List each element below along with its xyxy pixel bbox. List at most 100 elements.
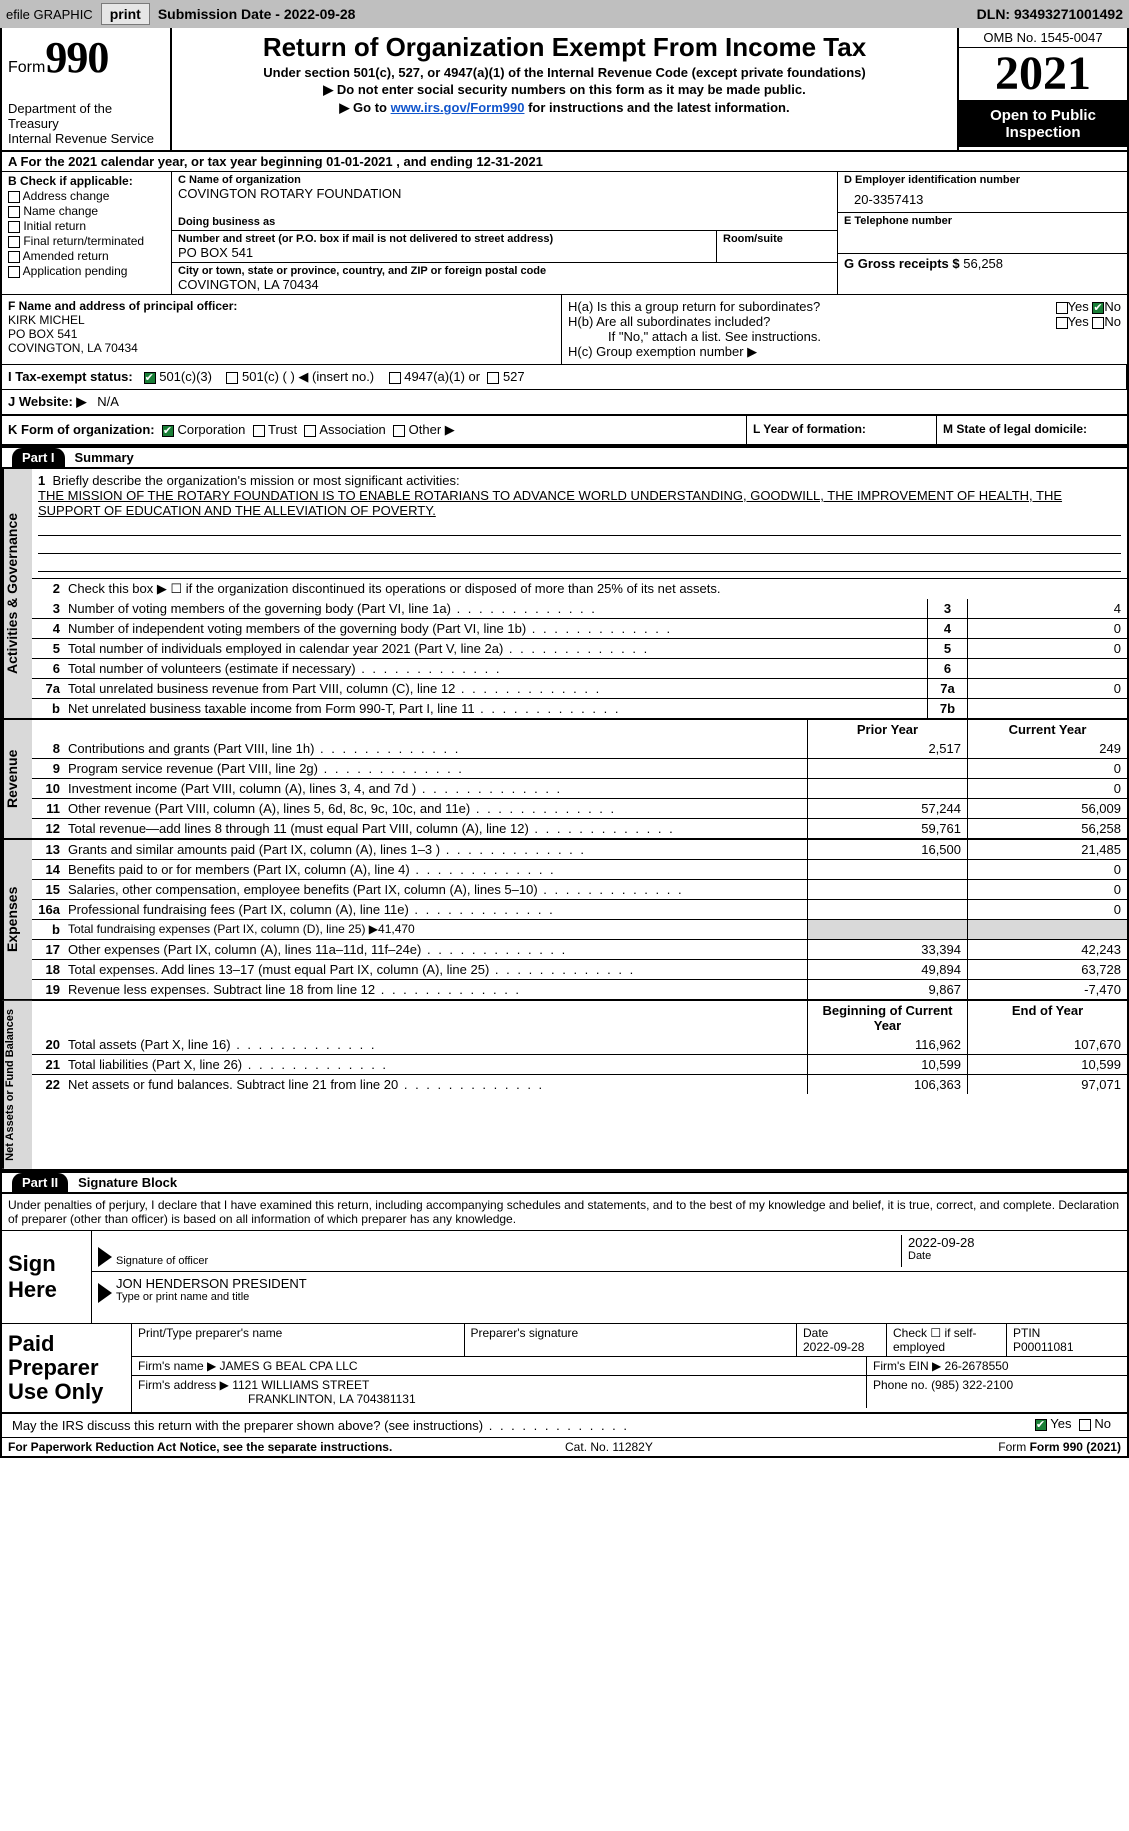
form-ref: Form Form 990 (2021) xyxy=(998,1440,1121,1454)
check-address-change[interactable]: Address change xyxy=(8,189,165,203)
line-amt: 0 xyxy=(967,619,1127,638)
col-f-officer: F Name and address of principal officer:… xyxy=(2,295,562,364)
discuss-yes[interactable] xyxy=(1035,1419,1047,1431)
col-deg: D Employer identification number 20-3357… xyxy=(837,172,1127,294)
mission-text: THE MISSION OF THE ROTARY FOUNDATION IS … xyxy=(38,488,1062,518)
check-501c[interactable] xyxy=(226,372,238,384)
ein-val: 20-3357413 xyxy=(844,186,1121,207)
line-desc: Net assets or fund balances. Subtract li… xyxy=(64,1075,807,1094)
check-other[interactable] xyxy=(393,425,405,437)
firm-name-l: Firm's name ▶ xyxy=(138,1359,216,1373)
ptin-l: PTIN xyxy=(1013,1326,1040,1340)
i-label: I Tax-exempt status: xyxy=(8,369,133,384)
form-title: Return of Organization Exempt From Incom… xyxy=(180,32,949,63)
check-final-return[interactable]: Final return/terminated xyxy=(8,234,165,248)
tab-revenue: Revenue xyxy=(2,720,32,838)
prior-amt: 106,363 xyxy=(807,1075,967,1094)
omb-number: OMB No. 1545-0047 xyxy=(959,28,1127,48)
line-amt: 4 xyxy=(967,599,1127,618)
section-expenses: Expenses 13 Grants and similar amounts p… xyxy=(2,840,1127,1001)
col-b-checks: B Check if applicable: Address change Na… xyxy=(2,172,172,294)
check-corp[interactable] xyxy=(162,425,174,437)
current-amt: 0 xyxy=(967,880,1127,899)
header-right: OMB No. 1545-0047 2021 Open to Public In… xyxy=(957,28,1127,150)
pra-notice: For Paperwork Reduction Act Notice, see … xyxy=(8,1440,392,1454)
prior-amt: 116,962 xyxy=(807,1035,967,1054)
check-assoc[interactable] xyxy=(304,425,316,437)
discuss-label: May the IRS discuss this return with the… xyxy=(12,1418,483,1433)
j-label: J Website: ▶ xyxy=(8,394,86,409)
tab-governance: Activities & Governance xyxy=(2,469,32,718)
line-desc: Total expenses. Add lines 13–17 (must eq… xyxy=(64,960,807,979)
form-page: Form990 Department of the Treasury Inter… xyxy=(0,28,1129,1458)
line-desc: Total fundraising expenses (Part IX, col… xyxy=(64,920,807,939)
header-left: Form990 Department of the Treasury Inter… xyxy=(2,28,172,150)
check-initial-return[interactable]: Initial return xyxy=(8,219,165,233)
col-current: Current Year xyxy=(967,720,1127,739)
firm-addr2: FRANKLINTON, LA 704381131 xyxy=(138,1392,416,1406)
officer-addr1: PO BOX 541 xyxy=(8,327,77,341)
street-val: PO BOX 541 xyxy=(178,245,710,260)
form-word: Form xyxy=(8,59,45,76)
line-box: 4 xyxy=(927,619,967,638)
submission-date: Submission Date - 2022-09-28 xyxy=(158,6,356,22)
hb-note: If "No," attach a list. See instructions… xyxy=(568,329,1121,344)
irs-link[interactable]: www.irs.gov/Form990 xyxy=(391,100,525,115)
phone-l: Phone no. xyxy=(873,1378,928,1392)
prep-sig-label: Preparer's signature xyxy=(471,1326,579,1340)
col-prior: Prior Year xyxy=(807,720,967,739)
check-amended[interactable]: Amended return xyxy=(8,249,165,263)
line-box: 6 xyxy=(927,659,967,678)
check-4947[interactable] xyxy=(389,372,401,384)
firm-addr-l: Firm's address ▶ xyxy=(138,1378,229,1392)
firm-ein-l: Firm's EIN ▶ xyxy=(873,1359,941,1373)
check-name-change[interactable]: Name change xyxy=(8,204,165,218)
sign-here-label: Sign Here xyxy=(2,1231,92,1323)
part-ii-hdr: Part II xyxy=(12,1173,68,1192)
line-box: 5 xyxy=(927,639,967,658)
row-fh: F Name and address of principal officer:… xyxy=(2,295,1127,365)
check-527[interactable] xyxy=(487,372,499,384)
open-inspection: Open to Public Inspection xyxy=(959,101,1127,147)
mission-label: Briefly describe the organization's miss… xyxy=(52,473,459,488)
sig-officer-label: Signature of officer xyxy=(116,1255,901,1267)
cat-no: Cat. No. 11282Y xyxy=(565,1440,653,1454)
print-button[interactable]: print xyxy=(101,3,150,25)
hb-label: H(b) Are all subordinates included? xyxy=(568,314,770,329)
sign-here-row: Sign Here Signature of officer 2022-09-2… xyxy=(2,1231,1127,1324)
gross-receipts: 56,258 xyxy=(963,256,1003,271)
hc-label: H(c) Group exemption number ▶ xyxy=(568,344,1121,360)
line-desc: Professional fundraising fees (Part IX, … xyxy=(64,900,807,919)
line-desc: Grants and similar amounts paid (Part IX… xyxy=(64,840,807,859)
row-klm: K Form of organization: Corporation Trus… xyxy=(2,416,1127,446)
section-governance: Activities & Governance 1 Briefly descri… xyxy=(2,469,1127,720)
arrow-icon xyxy=(98,1247,112,1267)
declaration: Under penalties of perjury, I declare th… xyxy=(2,1194,1127,1231)
line-desc: Salaries, other compensation, employee b… xyxy=(64,880,807,899)
current-amt: 56,009 xyxy=(967,799,1127,818)
prior-amt: 33,394 xyxy=(807,940,967,959)
current-amt: 0 xyxy=(967,860,1127,879)
officer-addr2: COVINGTON, LA 70434 xyxy=(8,341,138,355)
check-app-pending[interactable]: Application pending xyxy=(8,264,165,278)
line-box: 3 xyxy=(927,599,967,618)
line-desc: Total assets (Part X, line 16) xyxy=(64,1035,807,1054)
check-trust[interactable] xyxy=(253,425,265,437)
officer-name: KIRK MICHEL xyxy=(8,313,85,327)
dept-label: Department of the Treasury Internal Reve… xyxy=(8,101,164,146)
prior-amt: 2,517 xyxy=(807,739,967,758)
paid-date-l: Date xyxy=(803,1326,828,1340)
line-desc: Total unrelated business revenue from Pa… xyxy=(64,679,927,698)
officer-printed: JON HENDERSON PRESIDENT xyxy=(116,1276,1121,1291)
b-label: B Check if applicable: xyxy=(8,174,165,188)
discuss-no[interactable] xyxy=(1079,1419,1091,1431)
arrow-icon xyxy=(98,1283,112,1303)
form-subtitle: Under section 501(c), 527, or 4947(a)(1)… xyxy=(180,65,949,80)
goto-post: for instructions and the latest informat… xyxy=(524,100,789,115)
d-ein-label: D Employer identification number xyxy=(844,174,1121,186)
toolbar: efile GRAPHIC print Submission Date - 20… xyxy=(0,0,1129,28)
check-501c3[interactable] xyxy=(144,372,156,384)
ha-label: H(a) Is this a group return for subordin… xyxy=(568,299,820,314)
street-label: Number and street (or P.O. box if mail i… xyxy=(178,233,710,245)
section-revenue: Revenue Prior Year Current Year 8 Contri… xyxy=(2,720,1127,840)
